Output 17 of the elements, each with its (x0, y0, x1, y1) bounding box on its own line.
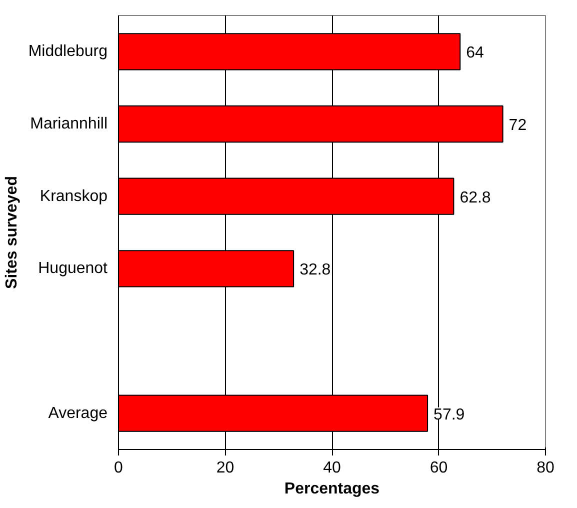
data-label: 72 (508, 117, 527, 134)
data-label: 62.8 (460, 189, 491, 206)
x-tick-label: 60 (430, 460, 448, 476)
x-tick-label: 20 (216, 460, 234, 476)
y-tick-label: Huguenot (38, 260, 108, 278)
y-tick-label: Mariannhill (30, 116, 108, 132)
x-axis-title: Percentages (284, 480, 380, 498)
y-tick-label: Middleburg (28, 43, 108, 60)
x-tick-label: 80 (536, 460, 554, 476)
y-tick-label: Average (48, 404, 108, 422)
x-tick-label: 40 (323, 460, 341, 476)
y-tick-label: Kranskop (40, 188, 108, 205)
x-tick-label: 0 (114, 460, 124, 476)
y-axis-title: Sites surveyed (3, 176, 20, 289)
data-label: 64 (466, 44, 484, 62)
data-label: 32.8 (300, 262, 331, 279)
data-label: 57.9 (434, 406, 465, 424)
